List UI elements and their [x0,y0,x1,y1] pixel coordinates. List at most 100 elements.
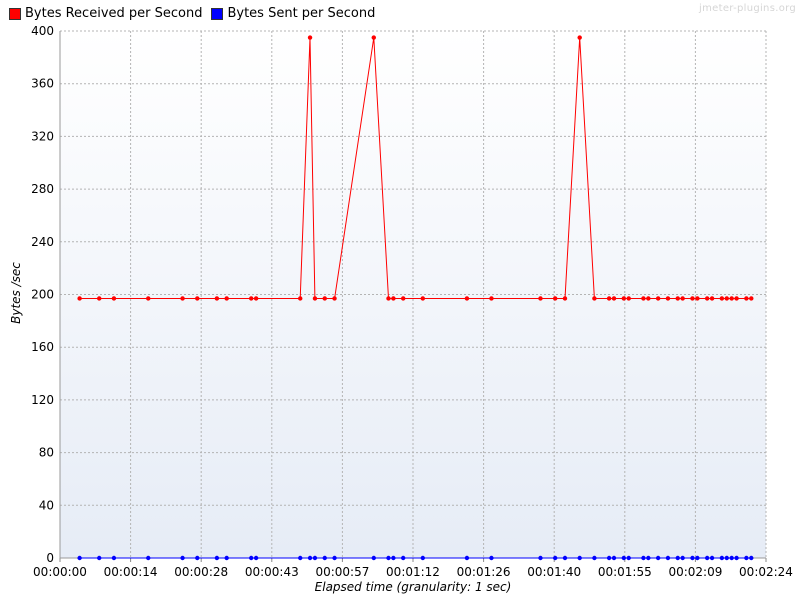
legend: Bytes Received per Second Bytes Sent per… [9,6,384,21]
data-point-0 [562,296,568,301]
data-point-0 [312,296,318,301]
data-point-1 [464,555,470,561]
data-point-1 [744,555,749,561]
data-point-0 [552,296,558,301]
data-point-1 [249,555,254,561]
data-point-0 [111,296,117,301]
data-point-1 [611,555,617,561]
data-point-1 [111,555,117,561]
y-tick-label: 120 [31,393,54,407]
data-point-1 [307,555,313,561]
data-point-1 [626,555,631,561]
data-point-1 [97,555,102,561]
data-point-0 [195,296,200,301]
y-axis-label: Bytes /sec [9,262,23,324]
data-point-1 [253,555,259,561]
data-point-1 [332,555,337,561]
data-point-1 [298,555,303,561]
data-point-0 [464,296,470,301]
x-axis-label: Elapsed time (granularity: 1 sec) [314,580,512,594]
y-tick-label: 240 [31,235,54,249]
data-point-1 [312,555,318,561]
data-point-0 [146,296,151,301]
data-point-1 [214,555,220,561]
y-tick-label: 280 [31,182,54,196]
legend-label-received: Bytes Received per Second [25,6,203,21]
data-point-0 [655,296,661,301]
data-point-1 [77,555,82,561]
y-tick-label: 160 [31,340,54,354]
x-tick-label: 00:00:57 [315,565,369,579]
data-point-0 [709,296,715,301]
data-point-1 [371,555,376,561]
data-point-1 [386,555,391,561]
legend-item-received: Bytes Received per Second [9,6,202,21]
data-point-0 [665,296,671,301]
y-tick-label: 0 [46,551,54,565]
data-point-1 [704,555,710,561]
y-tick-label: 400 [31,24,54,38]
data-point-0 [675,296,680,301]
x-tick-label: 00:00:14 [104,565,158,579]
data-point-0 [180,296,185,301]
data-point-1 [729,555,734,561]
watermark: jmeter-plugins.org [699,3,796,14]
y-tick-label: 360 [31,77,54,91]
data-point-1 [606,555,612,561]
x-tick-label: 00:00:43 [245,565,299,579]
data-point-0 [724,296,729,301]
data-point-0 [646,296,651,301]
data-point-0 [77,296,82,301]
data-point-1 [489,555,494,561]
data-point-0 [606,296,612,301]
data-point-1 [562,555,568,561]
data-point-1 [224,555,229,561]
x-tick-label: 00:01:12 [386,565,440,579]
legend-item-sent: Bytes Sent per Second [211,6,375,21]
data-point-0 [298,296,303,301]
data-point-1 [180,555,185,561]
data-point-1 [552,555,558,561]
data-point-0 [734,296,739,301]
data-point-1 [709,555,715,561]
data-point-0 [611,296,617,301]
data-point-0 [621,296,627,301]
x-tick-label: 00:01:55 [598,565,652,579]
data-point-0 [704,296,710,301]
data-point-0 [592,296,597,301]
data-point-0 [749,296,754,301]
data-point-1 [695,555,700,561]
data-point-1 [675,555,680,561]
data-point-0 [97,296,102,301]
legend-swatch-received [9,7,21,20]
data-point-0 [332,296,337,301]
data-point-0 [224,296,229,301]
data-point-0 [371,35,376,40]
series-layer [77,35,754,561]
y-tick-label: 200 [31,288,54,302]
data-point-1 [724,555,729,561]
x-tick-label: 00:00:00 [33,565,87,579]
y-tick-label: 320 [31,129,54,143]
data-point-0 [744,296,749,301]
data-point-0 [641,296,646,301]
x-tick-label: 00:01:40 [527,565,581,579]
legend-label-sent: Bytes Sent per Second [227,6,376,21]
grid [59,30,767,559]
x-tick-label: 00:02:09 [668,565,722,579]
data-point-0 [695,296,700,301]
legend-swatch-sent [211,7,224,20]
data-point-0 [307,35,313,40]
data-point-1 [420,555,426,561]
data-point-0 [386,296,391,301]
x-tick-label: 00:01:26 [457,565,511,579]
data-point-1 [690,555,695,561]
data-point-0 [214,296,220,301]
data-point-0 [400,296,406,301]
data-point-1 [641,555,646,561]
data-point-0 [719,296,725,301]
y-tick-label: 80 [39,446,54,460]
data-point-1 [719,555,725,561]
data-point-1 [322,555,327,561]
